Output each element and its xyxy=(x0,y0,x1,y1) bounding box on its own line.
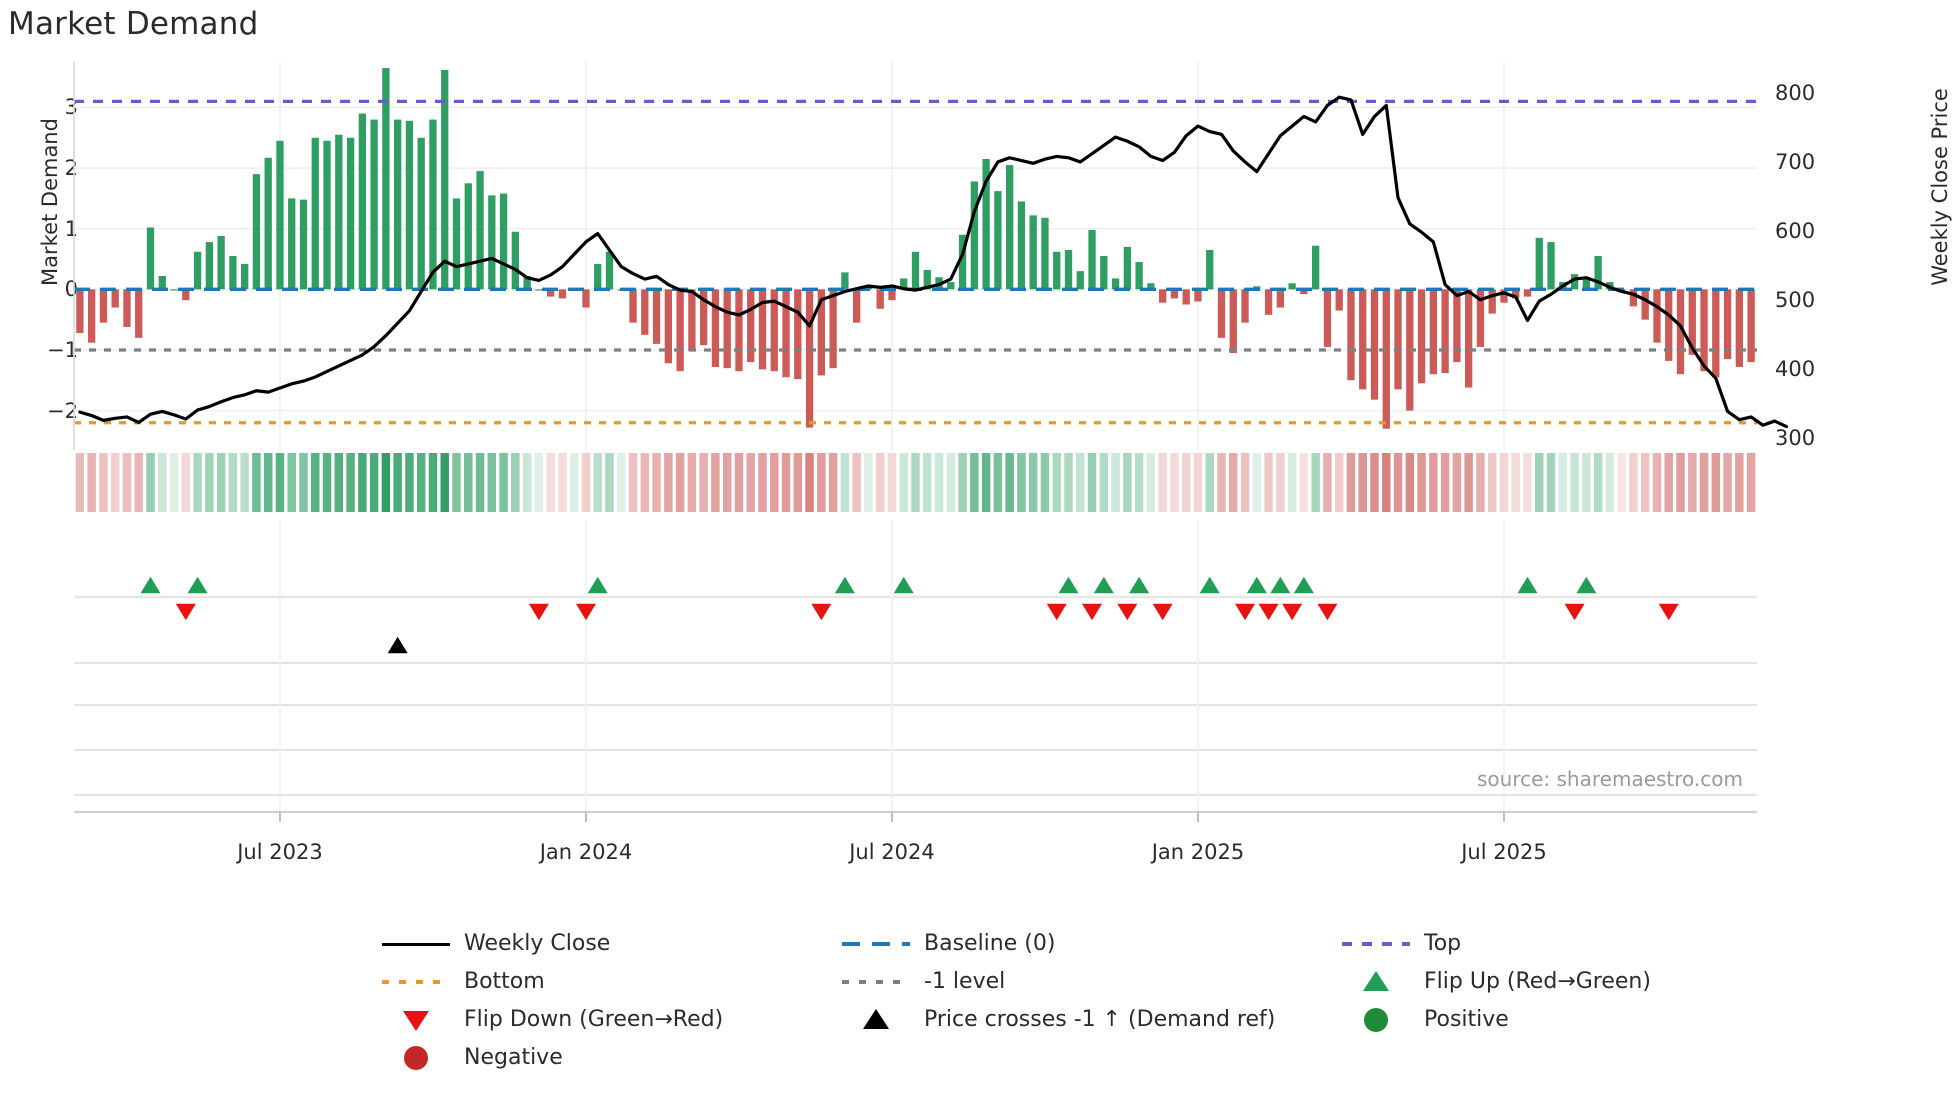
flip-down-marker-icon xyxy=(1082,603,1103,621)
top-level-line-icon xyxy=(1340,929,1412,959)
flip-up-marker-icon xyxy=(1246,576,1267,594)
demand-heatmap-strip xyxy=(75,453,1756,512)
negative-dot-icon xyxy=(380,1043,452,1073)
weekly-close-line-icon xyxy=(380,929,452,959)
flip-up-marker-icon xyxy=(1293,576,1314,594)
legend-item-label: -1 level xyxy=(924,969,1006,994)
flip-up-marker-icon xyxy=(1129,576,1150,594)
weekly-close-line xyxy=(78,95,1789,429)
legend-item[interactable]: Flip Down (Green→Red) xyxy=(380,1001,840,1039)
legend-item-label: Flip Up (Red→Green) xyxy=(1424,969,1651,994)
flip-down-icon xyxy=(380,1005,452,1035)
flip-up-icon xyxy=(1340,967,1412,997)
flip-up-marker-icon xyxy=(1270,576,1291,594)
legend-item[interactable]: Flip Up (Red→Green) xyxy=(1340,963,1710,1001)
legend-item[interactable]: -1 level xyxy=(840,963,1340,1001)
baseline-line-icon xyxy=(840,929,912,959)
legend-item-label: Top xyxy=(1424,931,1462,956)
page-title: Market Demand xyxy=(8,6,259,42)
flip-down-marker-icon xyxy=(575,603,596,621)
flip-up-marker-icon xyxy=(140,576,161,594)
y-axis-right-tick: 700 xyxy=(1775,149,1816,174)
flip-up-marker-icon xyxy=(1058,576,1079,594)
y-axis-right-tick: 800 xyxy=(1775,81,1816,105)
chart-legend: Weekly Close Baseline (0) Top Bottom -1 leve… xyxy=(380,925,1710,1077)
flip-up-marker-icon xyxy=(834,576,855,594)
flip-down-marker-icon xyxy=(811,603,832,621)
x-axis-tick: Jan 2025 xyxy=(1151,840,1245,864)
y-axis-right-tick: 500 xyxy=(1775,287,1816,312)
legend-item-label: Flip Down (Green→Red) xyxy=(464,1007,724,1032)
bottom-level-line-icon xyxy=(380,967,452,997)
positive-dot-icon xyxy=(1340,1005,1412,1035)
x-axis-tick: Jul 2025 xyxy=(1461,840,1547,864)
flip-down-marker-icon xyxy=(1282,603,1303,621)
flip-down-marker-icon xyxy=(1564,603,1585,621)
flip-down-marker-icon xyxy=(1317,603,1338,621)
y-axis-right-tick: 600 xyxy=(1775,218,1816,243)
x-axis-tick: Jul 2023 xyxy=(237,840,323,864)
flip-down-marker-icon xyxy=(1152,603,1173,621)
legend-item-label: Weekly Close xyxy=(464,931,611,956)
axis-spines xyxy=(73,62,1757,822)
demand-bars xyxy=(76,68,1755,429)
x-axis-tick: Jan 2024 xyxy=(539,840,633,864)
price-cross-marker-icon xyxy=(387,636,408,654)
y-axis-right-tick: 300 xyxy=(1775,425,1816,450)
flip-down-marker-icon xyxy=(528,603,549,621)
flip-down-marker-icon xyxy=(1046,603,1067,621)
legend-item[interactable]: Positive xyxy=(1340,1001,1710,1039)
flip-down-marker-icon xyxy=(175,603,196,621)
legend-item[interactable]: Baseline (0) xyxy=(840,925,1340,963)
x-axis-tick: Jul 2024 xyxy=(849,840,935,864)
legend-item-label: Bottom xyxy=(464,969,545,994)
legend-item-label: Baseline (0) xyxy=(924,931,1056,956)
flip-up-marker-icon xyxy=(1199,576,1220,594)
legend-item-label: Negative xyxy=(464,1045,563,1070)
marker-panel-grid xyxy=(74,520,1757,812)
legend-item[interactable]: Bottom xyxy=(380,963,840,1001)
flip-down-marker-icon xyxy=(1117,603,1138,621)
flip-markers xyxy=(140,576,1679,654)
legend-item-label: Positive xyxy=(1424,1007,1509,1032)
legend-item[interactable]: Weekly Close xyxy=(380,925,840,963)
flip-down-marker-icon xyxy=(1658,603,1679,621)
flip-up-marker-icon xyxy=(187,576,208,594)
legend-item[interactable]: Top xyxy=(1340,925,1710,963)
flip-up-marker-icon xyxy=(1093,576,1114,594)
source-note: source: sharemaestro.com xyxy=(1477,767,1743,791)
legend-item[interactable]: Price crosses -1 ↑ (Demand ref) xyxy=(840,1001,1340,1039)
y-axis-right-tick: 400 xyxy=(1775,356,1816,381)
minus-one-level-line-icon xyxy=(840,967,912,997)
y-axis-left-tick: −1 xyxy=(47,337,78,362)
y-axis-left-tick: −2 xyxy=(47,398,78,423)
legend-item-label: Price crosses -1 ↑ (Demand ref) xyxy=(924,1007,1276,1032)
flip-up-marker-icon xyxy=(1576,576,1597,594)
price-cross-icon xyxy=(840,1005,912,1035)
flip-up-marker-icon xyxy=(587,576,608,594)
flip-down-marker-icon xyxy=(1258,603,1279,621)
legend-item[interactable]: Negative xyxy=(380,1039,840,1077)
flip-down-marker-icon xyxy=(1235,603,1256,621)
flip-up-marker-icon xyxy=(893,576,914,594)
y-axis-right-ticks: 800 700 600 500 400 300 xyxy=(1775,0,1895,1102)
flip-up-marker-icon xyxy=(1517,576,1538,594)
